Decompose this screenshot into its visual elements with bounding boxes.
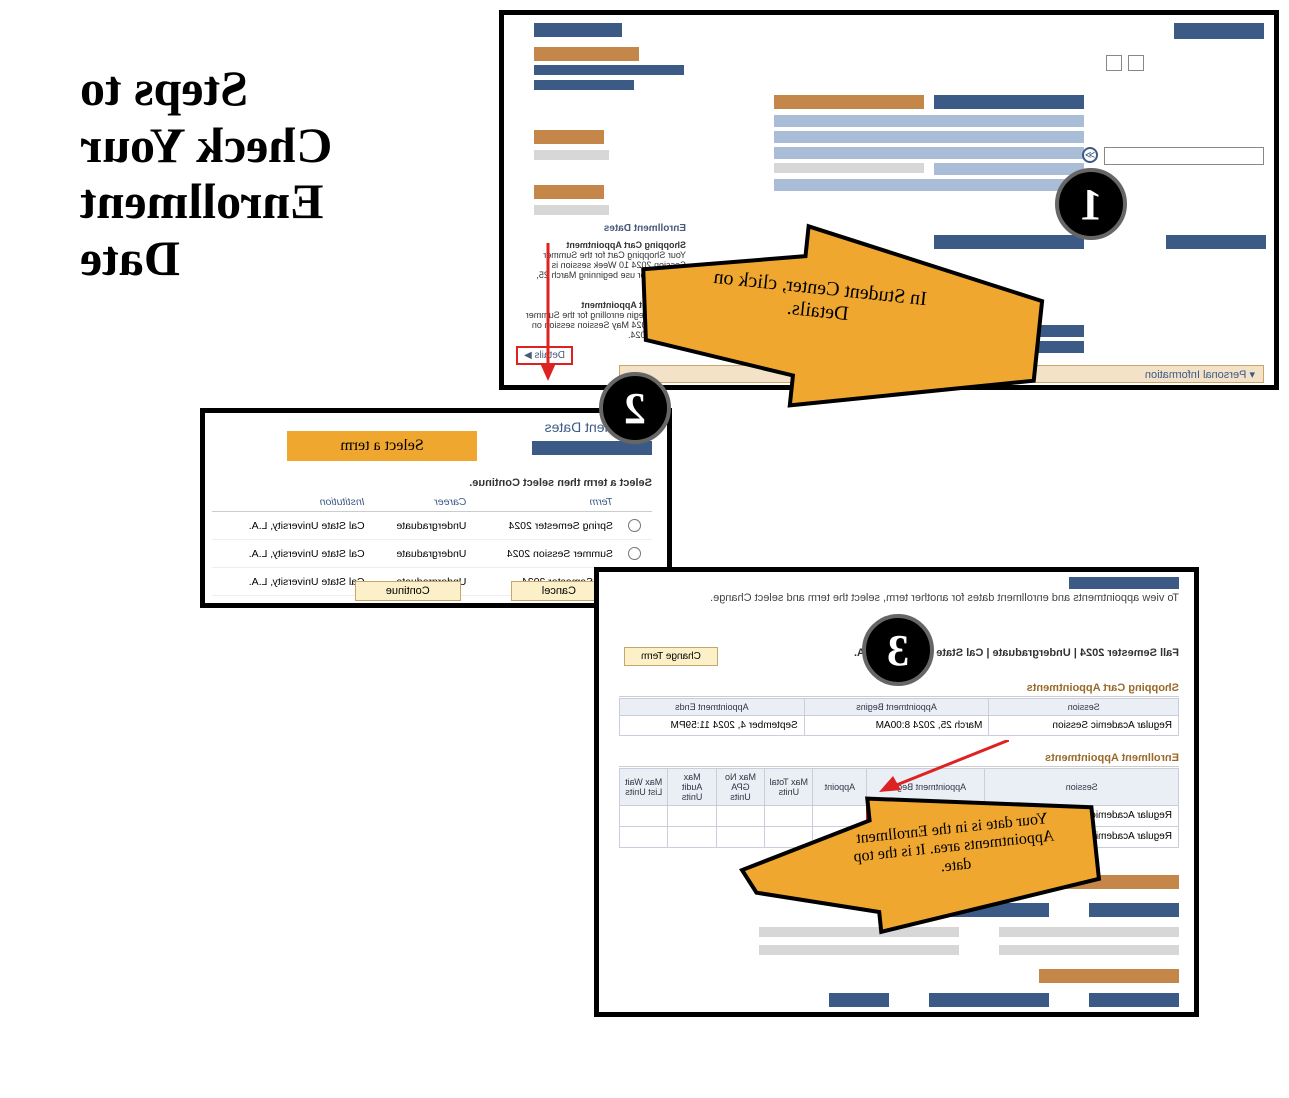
block — [774, 147, 1084, 159]
block — [534, 150, 609, 160]
change-term-button[interactable]: Change Term — [624, 647, 718, 666]
block — [934, 163, 1084, 175]
col-term: Term — [472, 493, 619, 512]
term-radio[interactable] — [628, 547, 641, 560]
cancel-button[interactable]: Cancel — [511, 581, 607, 601]
step-badge-2: 2 — [599, 372, 671, 444]
col-career: Career — [371, 493, 473, 512]
block — [534, 47, 639, 61]
step-badge-3: 3 — [862, 614, 934, 686]
block — [774, 179, 1084, 191]
icon-box — [1128, 55, 1144, 71]
block — [534, 130, 604, 144]
refresh-icon[interactable]: ≫ — [1082, 147, 1098, 163]
block — [774, 115, 1084, 127]
block — [1069, 577, 1179, 589]
cart-table: Session Appointment Begins Appointment E… — [619, 698, 1179, 736]
select-term-callout: Select a term — [287, 431, 477, 461]
block — [1174, 23, 1264, 39]
block — [774, 131, 1084, 143]
block — [534, 80, 634, 90]
block — [534, 205, 609, 215]
block — [1166, 235, 1266, 249]
page-heading: Steps to Check Your Enrollment Date — [80, 60, 332, 286]
step-badge-1: 1 — [1055, 168, 1127, 240]
callout-arrow-1: In Student Center, click on Details. — [629, 220, 1049, 410]
table-row: Regular Academic Session March 25, 2024 … — [620, 716, 1179, 736]
block — [774, 163, 924, 173]
block — [774, 95, 924, 109]
term-line: Fall Semester 2024 | Undergraduate | Cal… — [799, 647, 1179, 659]
block — [534, 185, 604, 199]
red-arrow — [538, 243, 558, 388]
dropdown[interactable] — [1104, 147, 1264, 165]
note-text: To view appointments and enrollment date… — [619, 592, 1179, 604]
block — [534, 23, 622, 37]
col-radio — [619, 493, 652, 512]
select-term-instruction: Select a term then select Continue. — [469, 477, 652, 489]
table-row[interactable]: Summer Session 2024 Undergraduate Cal St… — [212, 540, 652, 568]
col-institution: Institution — [212, 493, 371, 512]
term-radio[interactable] — [628, 519, 641, 532]
table-row[interactable]: Spring Semester 2024 Undergraduate Cal S… — [212, 512, 652, 540]
block — [934, 95, 1084, 109]
continue-button[interactable]: Continue — [355, 581, 461, 601]
block — [534, 65, 684, 75]
callout-arrow-3: Your date is in the Enrollment Appointme… — [734, 785, 1104, 935]
icon-box — [1106, 55, 1122, 71]
